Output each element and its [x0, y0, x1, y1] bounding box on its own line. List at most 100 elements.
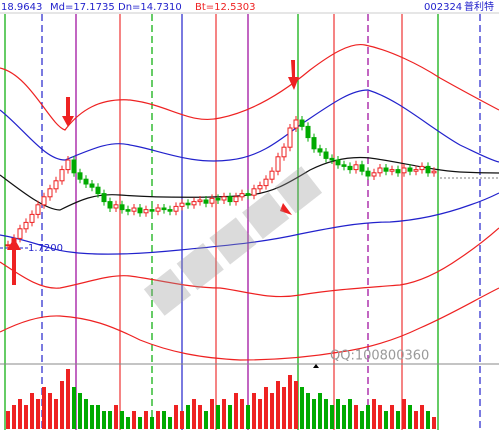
- candle-body: [125, 209, 131, 212]
- volume-bar: [396, 411, 400, 429]
- volume-bar: [126, 417, 130, 429]
- marker: [313, 364, 319, 368]
- volume-bar: [312, 399, 316, 429]
- volume-bar: [30, 393, 34, 429]
- volume-bar: [288, 375, 292, 429]
- volume-bar: [162, 411, 166, 429]
- volume-bar: [24, 405, 28, 429]
- upper-outer-band: [0, 43, 499, 131]
- candle-body: [335, 159, 341, 166]
- header-value: Dn=14.7310: [118, 2, 182, 13]
- volume-bar: [372, 399, 376, 429]
- bottom-band: [0, 287, 499, 361]
- lower-band: [0, 192, 499, 255]
- candle-body: [203, 199, 209, 204]
- candle-body: [323, 151, 329, 159]
- bands: [0, 43, 499, 361]
- candle-body: [257, 185, 263, 190]
- candle-body: [137, 207, 143, 214]
- volume-bar: [348, 399, 352, 429]
- volume-bar: [120, 411, 124, 429]
- volume-bar: [330, 405, 334, 429]
- candle-body: [269, 170, 275, 180]
- stock-code: 002324: [424, 2, 462, 13]
- volume-bar: [420, 405, 424, 429]
- upper-band: [0, 89, 499, 163]
- candle-body: [317, 148, 323, 153]
- volume-bar: [258, 399, 262, 429]
- volume-bar: [300, 387, 304, 429]
- candle-body: [287, 127, 293, 148]
- volume-bar: [54, 399, 58, 429]
- volume-bar: [174, 405, 178, 429]
- volume-bar: [60, 381, 64, 429]
- candle-body: [155, 207, 161, 212]
- volume-bar: [150, 417, 154, 429]
- arrow: [288, 60, 299, 90]
- volume-bar: [90, 405, 94, 429]
- candle-body: [407, 167, 413, 172]
- candle-body: [401, 167, 407, 174]
- candle-body: [263, 178, 269, 187]
- volume-bar: [360, 411, 364, 429]
- candle-body: [143, 209, 149, 214]
- volume-bar: [276, 381, 280, 429]
- candle-body: [419, 165, 425, 171]
- candle-body: [341, 164, 347, 167]
- watermark-text: QQ:100800360: [330, 349, 429, 364]
- volume-bar: [180, 411, 184, 429]
- volume-bar: [318, 393, 322, 429]
- volume-bar: [6, 411, 10, 429]
- volume-bar: [336, 399, 340, 429]
- volume-bar: [168, 417, 172, 429]
- candle-body: [23, 221, 29, 230]
- volume-bar: [192, 399, 196, 429]
- candle-body: [293, 119, 299, 129]
- candle-body: [179, 202, 185, 207]
- candle-body: [5, 244, 11, 247]
- volume-bar: [42, 387, 46, 429]
- volume-bar: [246, 405, 250, 429]
- candle-body: [101, 193, 107, 203]
- candle-body: [371, 172, 377, 177]
- candle-body: [191, 201, 197, 206]
- volume-bar: [210, 399, 214, 429]
- candle-body: [395, 169, 401, 174]
- volume-bar: [324, 399, 328, 429]
- candle-body: [53, 180, 59, 190]
- volume-bar: [354, 405, 358, 429]
- candle-body: [425, 165, 431, 174]
- volume-bar: [402, 399, 406, 429]
- candle-body: [71, 159, 77, 174]
- volume-bar: [108, 411, 112, 429]
- candle-body: [107, 201, 113, 209]
- candle-body: [305, 125, 311, 139]
- candle-body: [347, 165, 353, 171]
- candle-body: [95, 186, 101, 195]
- candle-body: [329, 157, 335, 161]
- candle-body: [311, 137, 317, 150]
- volume-bar: [240, 399, 244, 429]
- volume-bar: [306, 393, 310, 429]
- candle-body: [59, 169, 65, 182]
- candle-body: [173, 205, 179, 212]
- volume-bar: [222, 399, 226, 429]
- candle-body: [275, 156, 281, 172]
- candle-body: [227, 196, 233, 203]
- candle-body: [359, 164, 365, 172]
- candle-body: [113, 204, 119, 209]
- volume-bar: [432, 417, 436, 429]
- volume-bar: [234, 393, 238, 429]
- lower-outer-band: [0, 227, 499, 298]
- volume-bar: [144, 411, 148, 429]
- candle-body: [239, 193, 245, 198]
- candle-body: [281, 146, 287, 158]
- volume-bar: [270, 393, 274, 429]
- volume-bar: [390, 405, 394, 429]
- candle-body: [431, 170, 437, 174]
- volume-bar: [384, 411, 388, 429]
- candle-body: [413, 169, 419, 172]
- candle-body: [353, 164, 359, 171]
- candle-body: [131, 207, 137, 212]
- volume-bar: [114, 405, 118, 429]
